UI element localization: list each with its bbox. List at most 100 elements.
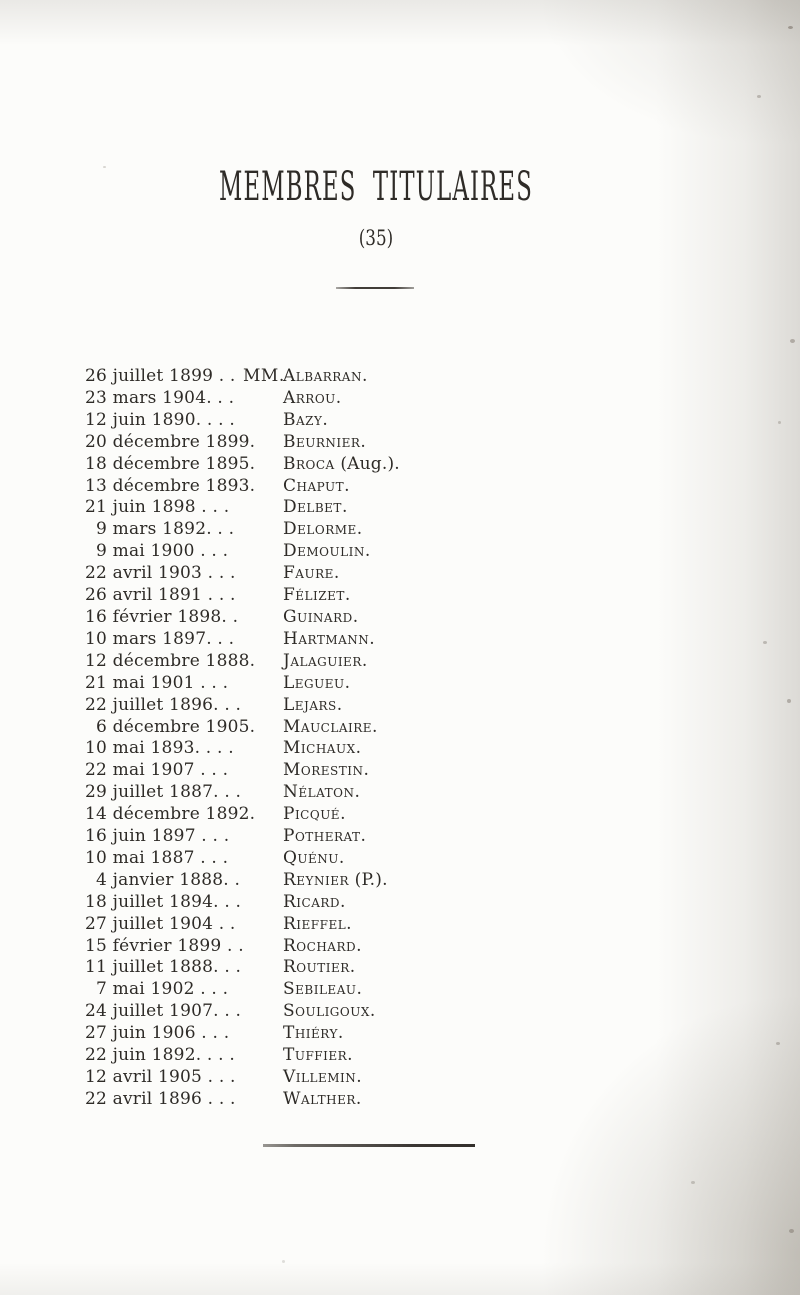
mm-abbreviation bbox=[243, 936, 283, 958]
member-row: 24 juillet 1907. . . Souligoux. bbox=[85, 1001, 400, 1023]
member-admission-date: 9 mars 1892. . . bbox=[85, 519, 235, 540]
member-admission-date: 26 avril 1891 . . . bbox=[85, 585, 236, 606]
member-admission-date: 12 avril 1905 . . . bbox=[85, 1067, 236, 1087]
mm-abbreviation bbox=[243, 454, 283, 476]
member-row: 16 février 1898. . Guinard. bbox=[85, 607, 400, 629]
mm-abbreviation bbox=[243, 585, 283, 607]
mm-abbreviation bbox=[243, 476, 283, 498]
member-admission-date: 22 avril 1903 . . . bbox=[85, 563, 236, 584]
mm-abbreviation bbox=[243, 1067, 283, 1089]
title-divider-rule bbox=[336, 287, 414, 289]
mm-abbreviation bbox=[243, 870, 283, 892]
member-admission-date: 15 février 1899 . . bbox=[85, 935, 244, 956]
mm-abbreviation bbox=[243, 848, 283, 870]
member-name: Broca bbox=[283, 453, 335, 474]
member-name: Tuffier. bbox=[283, 1045, 354, 1066]
member-row: 21 mai 1901 . . . Legueu. bbox=[85, 673, 400, 695]
mm-abbreviation bbox=[243, 979, 283, 1001]
scan-speck bbox=[778, 421, 781, 424]
mm-abbreviation bbox=[243, 388, 283, 410]
member-admission-date: 10 mai 1887 . . . bbox=[85, 847, 229, 868]
member-admission-date: 27 juillet 1904 . . bbox=[85, 913, 236, 934]
mm-abbreviation bbox=[243, 1045, 283, 1067]
member-row: 23 mars 1904. . . Arrou. bbox=[85, 388, 400, 410]
member-row: 13 décembre 1893. Chaput. bbox=[85, 476, 400, 498]
member-row: 11 juillet 1888. . . Routier. bbox=[85, 957, 400, 979]
member-row: 10 mai 1887 . . . Quénu. bbox=[85, 848, 400, 870]
member-name: Arrou. bbox=[283, 387, 342, 408]
mm-abbreviation bbox=[243, 826, 283, 848]
mm-abbreviation bbox=[243, 673, 283, 695]
member-name: Hartmann. bbox=[283, 628, 376, 649]
member-admission-date: 12 décembre 1888. bbox=[85, 650, 256, 671]
mm-abbreviation bbox=[243, 760, 283, 782]
member-name: Villemin. bbox=[283, 1067, 363, 1087]
member-name: Guinard. bbox=[283, 606, 359, 627]
scan-speck bbox=[282, 1260, 285, 1263]
member-admission-date: 18 juillet 1894. . . bbox=[85, 891, 242, 912]
member-row: 21 juin 1898 . . . Delbet. bbox=[85, 497, 400, 519]
mm-abbreviation bbox=[243, 738, 283, 760]
member-name: Lejars. bbox=[283, 694, 343, 715]
member-name: Chaput. bbox=[283, 475, 351, 496]
member-admission-date: 10 mars 1897. . . bbox=[85, 628, 235, 649]
mm-abbreviation bbox=[243, 563, 283, 585]
member-admission-date: 21 mai 1901 . . . bbox=[85, 672, 229, 693]
member-name: Souligoux. bbox=[283, 1001, 376, 1022]
mm-abbreviation bbox=[243, 497, 283, 519]
mm-abbreviation bbox=[243, 651, 283, 673]
member-admission-date: 16 février 1898. . bbox=[85, 606, 239, 627]
member-admission-date: 20 décembre 1899. bbox=[85, 431, 256, 452]
member-row: 6 décembre 1905. Mauclaire. bbox=[85, 717, 400, 739]
member-admission-date: 21 juin 1898 . . . bbox=[85, 497, 230, 518]
member-admission-date: 22 juin 1892. . . . bbox=[85, 1045, 235, 1066]
member-row: 22 mai 1907 . . . Morestin. bbox=[85, 760, 400, 782]
member-row: 26 juillet 1899 . . MM. Albarran. bbox=[85, 366, 400, 388]
member-admission-date: 22 mai 1907 . . . bbox=[85, 760, 229, 781]
members-list: 26 juillet 1899 . . MM. Albarran. 23 mars 1… bbox=[85, 366, 400, 1111]
mm-abbreviation bbox=[243, 607, 283, 629]
member-row: 9 mai 1900 . . . Demoulin. bbox=[85, 541, 400, 563]
member-name: Faure. bbox=[283, 563, 340, 584]
member-name: Quénu. bbox=[283, 847, 345, 868]
member-row: 15 février 1899 . . Rochard. bbox=[85, 936, 400, 958]
member-name: Delbet. bbox=[283, 497, 348, 518]
mm-abbreviation bbox=[243, 1089, 283, 1111]
member-admission-date: 9 mai 1900 . . . bbox=[85, 541, 229, 562]
member-name: Delorme. bbox=[283, 519, 363, 540]
member-admission-date: 24 juillet 1907. . . bbox=[85, 1001, 242, 1022]
mm-abbreviation bbox=[243, 1001, 283, 1023]
scan-speck bbox=[789, 1229, 794, 1233]
member-name: Albarran. bbox=[283, 366, 368, 386]
member-name: Routier. bbox=[283, 957, 356, 978]
member-row: 7 mai 1902 . . . Sebileau. bbox=[85, 979, 400, 1001]
member-row: 12 décembre 1888. Jalaguier. bbox=[85, 651, 400, 673]
member-admission-date: 18 décembre 1895. bbox=[85, 453, 256, 474]
member-row: 16 juin 1897 . . . Potherat. bbox=[85, 826, 400, 848]
member-name: Mauclaire. bbox=[283, 716, 378, 737]
scan-speck bbox=[790, 339, 795, 343]
member-admission-date: 10 mai 1893. . . . bbox=[85, 738, 234, 759]
mm-abbreviation bbox=[243, 717, 283, 739]
mm-abbreviation bbox=[243, 629, 283, 651]
member-name: Reynier bbox=[283, 869, 350, 890]
member-count: (35) bbox=[358, 226, 394, 250]
mm-abbreviation bbox=[243, 957, 283, 979]
member-row: 18 juillet 1894. . . Ricard. bbox=[85, 892, 400, 914]
member-name: Beurnier. bbox=[283, 431, 367, 452]
member-admission-date: 14 décembre 1892. bbox=[85, 804, 256, 825]
member-name: Bazy. bbox=[283, 409, 329, 430]
member-row: 27 juillet 1904 . . Rieffel. bbox=[85, 914, 400, 936]
mm-abbreviation bbox=[243, 782, 283, 804]
member-admission-date: 12 juin 1890. . . . bbox=[85, 409, 235, 430]
member-admission-date: 26 juillet 1899 . . bbox=[85, 366, 236, 386]
mm-abbreviation bbox=[243, 1023, 283, 1045]
member-row: 22 juin 1892. . . . Tuffier. bbox=[85, 1045, 400, 1067]
member-name: Morestin. bbox=[283, 760, 370, 781]
member-row: 12 avril 1905 . . . Villemin. bbox=[85, 1067, 400, 1089]
member-admission-date: 16 juin 1897 . . . bbox=[85, 826, 230, 847]
mm-abbreviation bbox=[243, 519, 283, 541]
member-row: 29 juillet 1887. . . Nélaton. bbox=[85, 782, 400, 804]
member-name: Legueu. bbox=[283, 672, 351, 693]
